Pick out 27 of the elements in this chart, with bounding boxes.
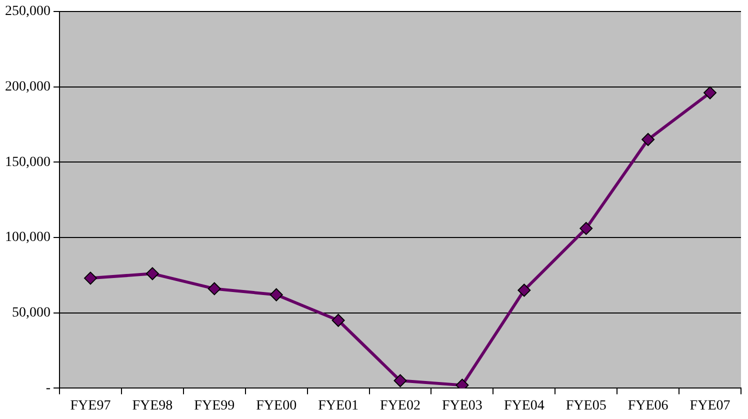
- point: [580, 222, 593, 235]
- x-tick-label: FYE02: [380, 398, 420, 414]
- y-tick-label: -: [46, 380, 51, 396]
- point: [332, 314, 345, 327]
- x-tick-label: FYE07: [690, 398, 730, 414]
- x-tick-label: FYE05: [566, 398, 606, 414]
- x-tick-label: FYE98: [132, 398, 173, 414]
- point: [642, 133, 655, 146]
- point: [394, 374, 407, 388]
- x-tick-label: FYE99: [194, 398, 235, 414]
- point: [518, 284, 531, 297]
- point: [84, 272, 97, 285]
- point: [146, 267, 159, 280]
- x-tick-label: FYE03: [442, 398, 482, 414]
- point: [208, 282, 221, 296]
- y-tick-label: 200,000: [5, 79, 50, 94]
- y-tick-label: 150,000: [5, 154, 50, 170]
- point: [270, 288, 283, 302]
- x-tick-label: FYE06: [628, 398, 668, 414]
- y-tick-label: 250,000: [5, 4, 50, 20]
- x-tick-label: FYE04: [504, 398, 544, 414]
- point: [704, 86, 717, 100]
- x-tick-label: FYE97: [70, 398, 111, 414]
- y-tick-label: 100,000: [5, 230, 50, 246]
- y-tick-label: 50,000: [12, 306, 50, 321]
- x-tick-label: FYE01: [318, 398, 359, 414]
- x-tick-label: FYE00: [256, 398, 297, 414]
